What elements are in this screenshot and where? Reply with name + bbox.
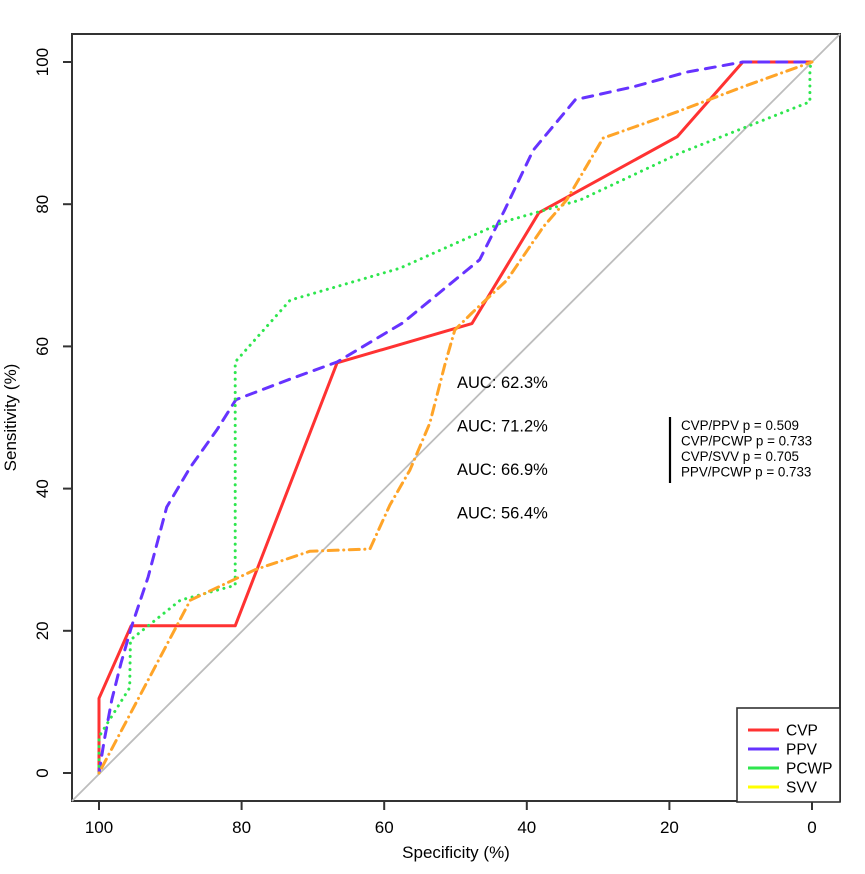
auc-label-ppv: AUC: 71.2%	[457, 418, 548, 436]
plot-frame	[71, 33, 841, 802]
legend-label: PCWP	[786, 761, 833, 778]
x-tick-label: 20	[660, 818, 679, 837]
legend-item-svv: SVV	[748, 780, 818, 797]
p-value-text-1: CVP/PCWP p = 0.733	[681, 434, 812, 449]
legend-item-cvp: CVP	[748, 723, 818, 740]
y-tick-label: 100	[33, 48, 52, 76]
roc-curve-svv	[97, 60, 814, 775]
x-tick-label: 80	[232, 818, 251, 837]
auc-label-cvp: AUC: 62.3%	[457, 374, 548, 392]
y-tick-label: 40	[33, 479, 52, 498]
legend-label: CVP	[786, 723, 818, 740]
auc-label-pcwp: AUC: 66.9%	[457, 461, 548, 479]
legend-item-ppv: PPV	[748, 742, 818, 759]
y-tick-label: 20	[33, 621, 52, 640]
x-tick-label: 40	[517, 818, 536, 837]
legend-item-pcwp: PCWP	[748, 761, 833, 778]
legend-label: SVV	[786, 780, 818, 797]
x-tick-label: 60	[375, 818, 394, 837]
legend-label: PPV	[786, 742, 818, 759]
roc-curve-pcwp	[97, 60, 814, 775]
x-tick-label: 0	[807, 818, 816, 837]
chance-diagonal-line	[71, 33, 841, 802]
y-tick-label: 80	[33, 195, 52, 214]
y-tick-label: 0	[33, 768, 52, 777]
roc-curve-ppv	[97, 60, 814, 775]
p-value-text-0: CVP/PPV p = 0.509	[681, 418, 799, 433]
auc-label-svv: AUC: 56.4%	[457, 505, 548, 523]
x-axis-label: Specificity (%)	[402, 843, 510, 862]
y-axis-label: Sensitivity (%)	[1, 364, 20, 472]
y-tick-label: 60	[33, 337, 52, 356]
p-value-text-2: CVP/SVV p = 0.705	[681, 449, 799, 464]
p-value-text-3: PPV/PCWP p = 0.733	[681, 465, 811, 480]
x-tick-label: 100	[85, 818, 113, 837]
